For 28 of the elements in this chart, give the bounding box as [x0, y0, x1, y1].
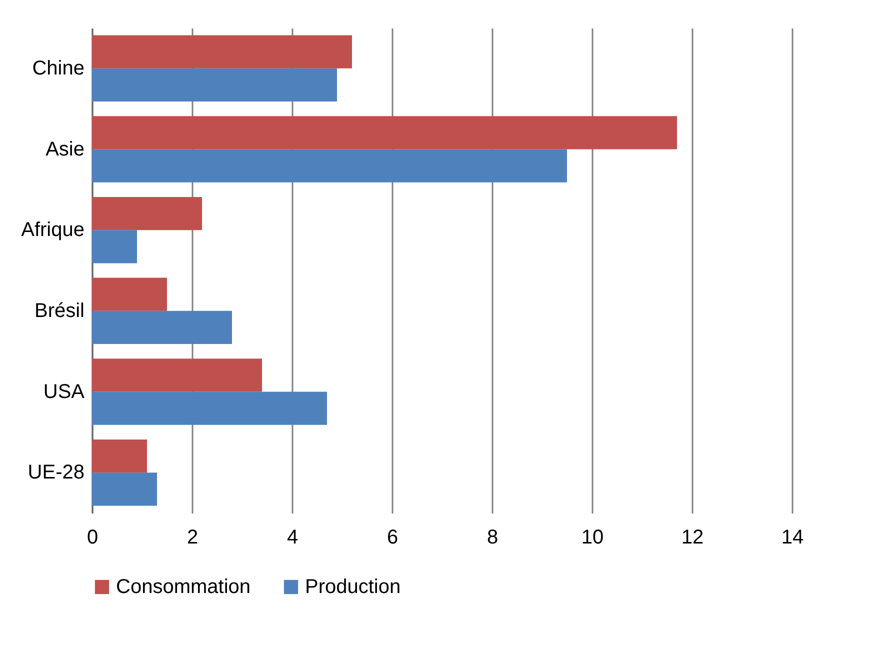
x-tick-label: 0: [86, 526, 98, 548]
x-tick-label: 2: [186, 526, 198, 548]
bar: [92, 439, 147, 473]
x-tick-label: 10: [581, 526, 604, 548]
x-tick-label: 14: [781, 526, 804, 548]
bar: [92, 472, 157, 506]
bar: [92, 310, 232, 344]
bar: [92, 392, 327, 425]
x-tick-label: 12: [681, 526, 704, 548]
legend-label: Consommation: [116, 576, 251, 598]
bar: [92, 230, 137, 264]
legend-label: Production: [305, 576, 401, 598]
y-tick-label: Chine: [32, 57, 84, 80]
bar: [92, 116, 677, 150]
bar: [92, 358, 262, 392]
bar: [92, 35, 352, 68]
bar: [92, 149, 567, 182]
y-tick-label: USA: [43, 380, 86, 403]
y-tick-label: UE-28: [28, 462, 84, 484]
y-tick-label: Asie: [46, 138, 84, 160]
x-tick-label: 6: [386, 526, 398, 548]
y-tick-label: Afrique: [21, 219, 84, 242]
x-tick-label: 8: [486, 526, 498, 548]
bar: [92, 278, 167, 311]
bar: [92, 196, 202, 230]
y-tick-label: Brésil: [34, 300, 84, 322]
x-tick-label: 4: [286, 526, 298, 548]
bar: [92, 68, 337, 102]
